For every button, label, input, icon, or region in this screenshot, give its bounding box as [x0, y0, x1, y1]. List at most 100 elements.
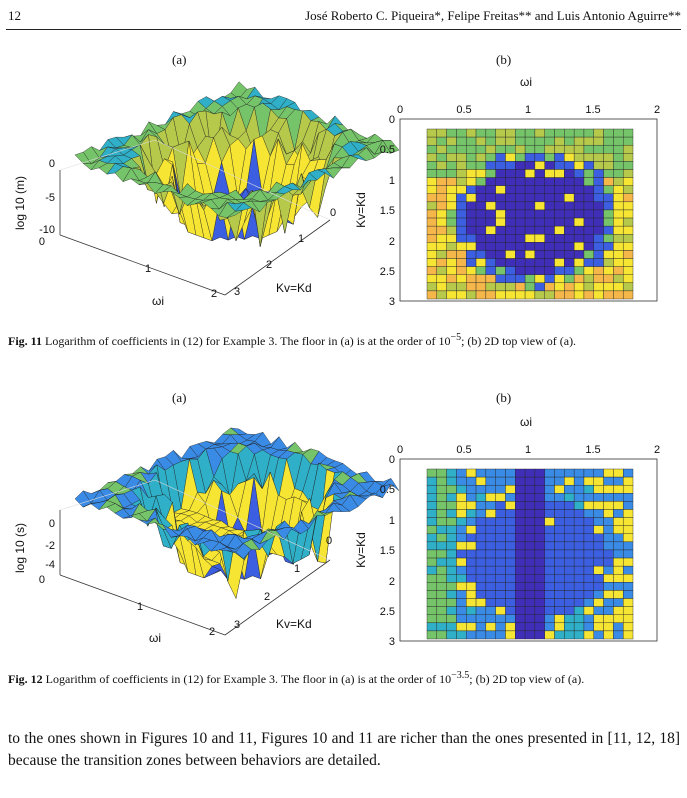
top-view-cell	[544, 549, 555, 559]
top-view-cell	[583, 549, 594, 559]
top-view-cell	[593, 209, 604, 219]
top-view-cell	[524, 590, 536, 599]
top-view-cell	[593, 250, 604, 259]
top-view-cell	[554, 606, 565, 615]
top-view-cell	[573, 128, 585, 138]
top-view-cell	[593, 177, 604, 186]
top-view-cell	[573, 517, 585, 526]
top-view-cell	[466, 161, 477, 170]
top-view-cell	[446, 590, 457, 599]
top-view-cell	[505, 234, 516, 243]
top-view-cell	[515, 598, 526, 607]
top-view-cell	[593, 549, 604, 559]
top-view-cell	[544, 630, 555, 640]
top-view-cell	[475, 144, 487, 154]
top-view-cell	[564, 242, 575, 251]
top-view-cell	[622, 614, 634, 624]
top-view-cell	[475, 234, 487, 243]
top-view-cell	[573, 598, 585, 607]
fig12-xtick-2: 2	[209, 626, 215, 638]
top-view-cell	[495, 128, 506, 138]
top-view-cell	[544, 136, 555, 146]
top-view-cell	[524, 242, 536, 251]
top-view-cell	[583, 484, 594, 494]
top-view-cell	[613, 541, 624, 551]
top-view-cell	[534, 509, 545, 518]
top-view-cell	[446, 533, 457, 543]
top-view-cell	[622, 209, 634, 219]
top-view-cell	[534, 153, 545, 162]
top-view-cell	[564, 217, 575, 227]
top-view-cell	[446, 541, 457, 551]
surface-facet	[226, 550, 244, 559]
top-view-cell	[466, 193, 477, 203]
top-view-cell	[466, 565, 477, 575]
top-view-cell	[456, 476, 467, 486]
top-view-cell	[446, 501, 457, 510]
top-view-cell	[544, 509, 555, 518]
top-view-cell	[505, 161, 516, 170]
top-view-cell	[593, 606, 604, 615]
top-view-cell	[622, 533, 634, 543]
top-view-cell	[544, 201, 555, 211]
top-view-cell	[534, 476, 545, 486]
top-view-cell	[456, 484, 467, 494]
top-view-cell	[613, 549, 624, 559]
top-view-cell	[466, 501, 477, 510]
top-view-cell	[485, 242, 496, 251]
top-view-cell	[456, 541, 467, 551]
fig11-panel-a-label: (a)	[172, 52, 187, 67]
top-view-cell	[485, 582, 496, 591]
top-view-cell	[446, 144, 457, 154]
top-view-cell	[505, 533, 516, 543]
top-view-cell	[564, 266, 575, 275]
top-view-cell	[524, 185, 536, 194]
fig12-top-xtick-2: 2	[654, 444, 660, 456]
fig11-top-ytick-2: 2	[389, 236, 395, 248]
top-view-cell	[564, 493, 575, 502]
top-view-cell	[573, 225, 585, 235]
top-view-cell	[534, 533, 545, 543]
top-view-cell	[554, 501, 565, 510]
top-view-cell	[475, 630, 487, 640]
top-view-cell	[485, 468, 496, 478]
top-view-cell	[524, 582, 536, 591]
top-view-cell	[583, 476, 594, 486]
top-view-cell	[622, 185, 634, 194]
top-view-cell	[475, 201, 487, 211]
fig11-top-ytick-0.5: 0.5	[380, 144, 395, 156]
top-view-cell	[436, 144, 447, 154]
top-view-cell	[564, 622, 575, 632]
top-view-cell	[426, 557, 438, 567]
top-view-cell	[583, 541, 594, 551]
fig12-ytick-1: 1	[294, 563, 300, 575]
fig11-ztick-neg10: -10	[39, 224, 55, 236]
top-view-cell	[446, 574, 457, 583]
fig12-surface-axes	[59, 479, 331, 636]
top-view-cell	[456, 501, 467, 510]
top-view-cell	[505, 476, 516, 486]
top-view-cell	[426, 574, 438, 583]
top-view-cell	[603, 598, 614, 607]
top-view-cell	[485, 217, 496, 227]
top-view-cell	[475, 225, 487, 235]
top-view-cell	[456, 590, 467, 599]
fig12-ztick-neg4: -4	[45, 559, 55, 571]
top-view-cell	[603, 209, 614, 219]
top-view-cell	[583, 557, 594, 567]
fig11-top-ytick-2.5: 2.5	[380, 266, 395, 278]
top-view-cell	[534, 525, 545, 534]
top-view-cell	[554, 622, 565, 632]
top-view-cell	[613, 225, 624, 235]
top-view-cell	[613, 169, 624, 178]
top-view-cell	[564, 606, 575, 615]
top-view-cell	[534, 225, 545, 235]
top-view-cell	[456, 557, 467, 567]
top-view-cell	[593, 161, 604, 170]
top-view-cell	[573, 501, 585, 510]
top-view-cell	[505, 525, 516, 534]
top-view-cell	[485, 517, 496, 526]
top-view-cell	[583, 217, 594, 227]
top-view-cell	[426, 533, 438, 543]
top-view-cell	[603, 493, 614, 502]
